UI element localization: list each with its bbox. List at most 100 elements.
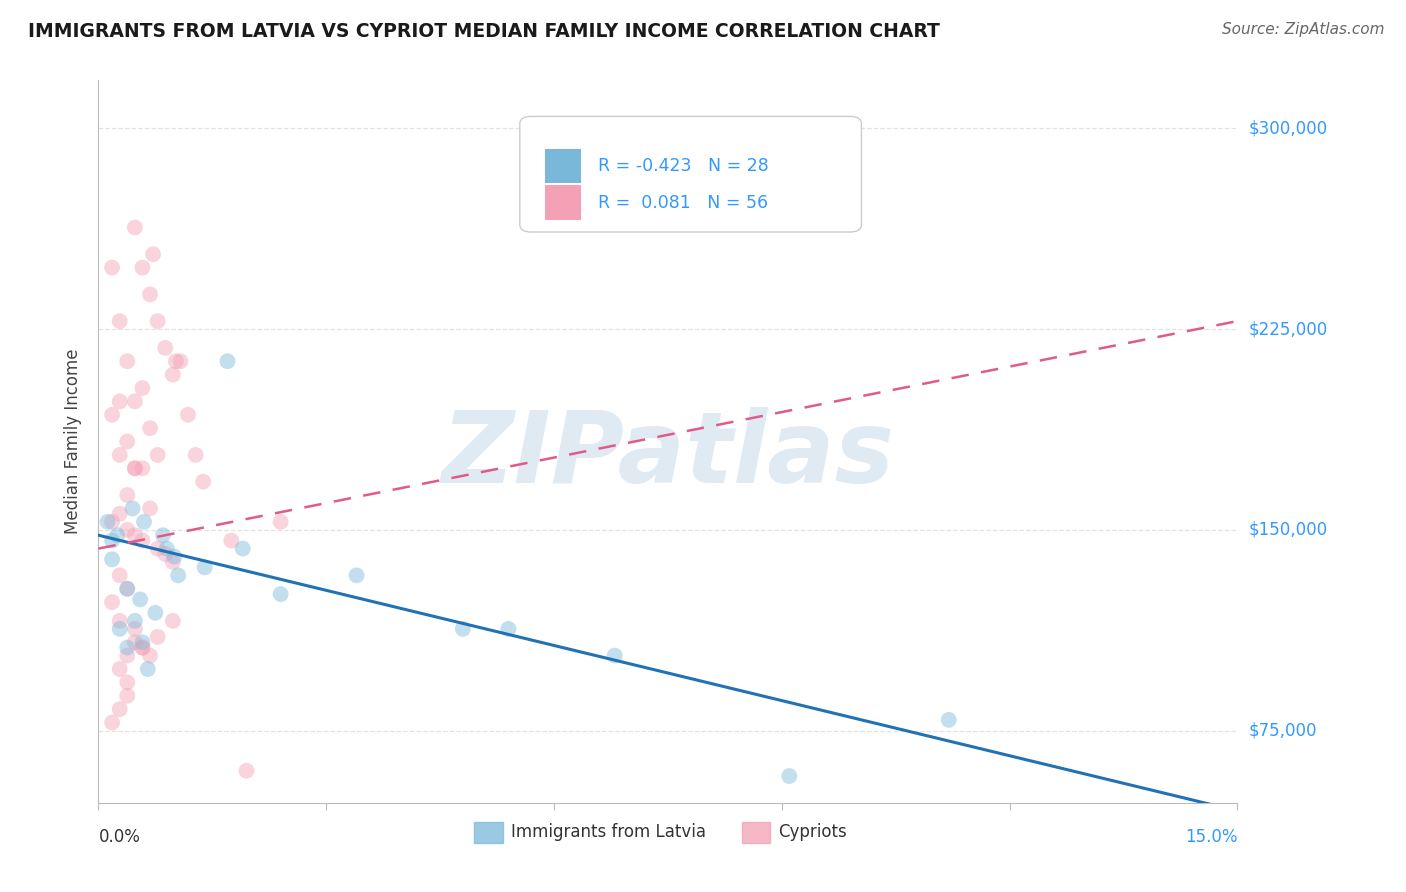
Point	[155, 341, 177, 355]
Text: Cypriots: Cypriots	[779, 823, 846, 841]
Point	[117, 354, 139, 368]
Bar	[742, 822, 770, 843]
Point	[107, 528, 129, 542]
Point	[139, 287, 162, 301]
Point	[217, 354, 239, 368]
Point	[152, 528, 174, 542]
Point	[165, 354, 187, 368]
Point	[132, 515, 155, 529]
Point	[778, 769, 800, 783]
Point	[101, 260, 124, 275]
Text: 15.0%: 15.0%	[1185, 828, 1237, 846]
Point	[163, 549, 186, 564]
Point	[177, 408, 200, 422]
Point	[194, 560, 217, 574]
Point	[124, 461, 146, 475]
Point	[117, 582, 139, 596]
Text: ZIPatlas: ZIPatlas	[441, 408, 894, 505]
Point	[162, 368, 184, 382]
Text: $225,000: $225,000	[1249, 320, 1327, 338]
Bar	[474, 822, 503, 843]
Point	[108, 394, 131, 409]
Point	[346, 568, 368, 582]
Bar	[546, 186, 581, 219]
Point	[139, 421, 162, 435]
Point	[117, 582, 139, 596]
Bar	[546, 149, 581, 184]
Point	[184, 448, 207, 462]
Point	[146, 630, 169, 644]
Point	[603, 648, 626, 663]
Point	[124, 622, 146, 636]
Point	[96, 515, 118, 529]
Point	[270, 587, 292, 601]
Point	[124, 635, 146, 649]
Point	[101, 533, 124, 548]
Point	[146, 541, 169, 556]
Point	[124, 528, 146, 542]
Point	[131, 381, 153, 395]
Point	[117, 675, 139, 690]
Point	[146, 314, 169, 328]
Point	[117, 640, 139, 655]
Point	[162, 614, 184, 628]
Text: $300,000: $300,000	[1249, 120, 1327, 137]
Text: $75,000: $75,000	[1249, 722, 1317, 739]
Point	[124, 220, 146, 235]
Point	[131, 533, 153, 548]
Point	[193, 475, 215, 489]
Text: R =  0.081   N = 56: R = 0.081 N = 56	[599, 194, 769, 211]
Point	[108, 622, 131, 636]
Point	[146, 448, 169, 462]
Point	[232, 541, 254, 556]
Text: Source: ZipAtlas.com: Source: ZipAtlas.com	[1222, 22, 1385, 37]
Point	[108, 702, 131, 716]
Text: $150,000: $150,000	[1249, 521, 1327, 539]
Point	[142, 247, 165, 261]
Point	[221, 533, 243, 548]
Point	[139, 648, 162, 663]
Point	[129, 592, 152, 607]
Point	[121, 501, 143, 516]
Point	[101, 715, 124, 730]
Y-axis label: Median Family Income: Median Family Income	[65, 349, 83, 534]
Point	[498, 622, 520, 636]
Point	[156, 541, 179, 556]
Point	[139, 501, 162, 516]
Point	[101, 515, 124, 529]
Point	[145, 606, 167, 620]
Point	[101, 595, 124, 609]
Point	[162, 555, 184, 569]
Point	[101, 552, 124, 566]
Point	[131, 635, 153, 649]
Point	[131, 461, 153, 475]
Point	[124, 394, 146, 409]
Text: Immigrants from Latvia: Immigrants from Latvia	[510, 823, 706, 841]
Point	[117, 523, 139, 537]
Point	[117, 689, 139, 703]
Point	[117, 488, 139, 502]
Point	[124, 461, 146, 475]
Text: 0.0%: 0.0%	[98, 828, 141, 846]
Point	[155, 547, 177, 561]
Point	[131, 260, 153, 275]
Point	[169, 354, 191, 368]
Point	[108, 507, 131, 521]
Point	[270, 515, 292, 529]
Point	[938, 713, 960, 727]
Point	[131, 640, 153, 655]
Text: IMMIGRANTS FROM LATVIA VS CYPRIOT MEDIAN FAMILY INCOME CORRELATION CHART: IMMIGRANTS FROM LATVIA VS CYPRIOT MEDIAN…	[28, 22, 941, 41]
Point	[108, 662, 131, 676]
Point	[167, 568, 190, 582]
Point	[101, 408, 124, 422]
Point	[108, 314, 131, 328]
Point	[108, 448, 131, 462]
Point	[108, 568, 131, 582]
FancyBboxPatch shape	[520, 116, 862, 232]
Point	[117, 648, 139, 663]
Text: R = -0.423   N = 28: R = -0.423 N = 28	[599, 157, 769, 175]
Point	[124, 614, 146, 628]
Point	[117, 434, 139, 449]
Point	[131, 640, 153, 655]
Point	[136, 662, 159, 676]
